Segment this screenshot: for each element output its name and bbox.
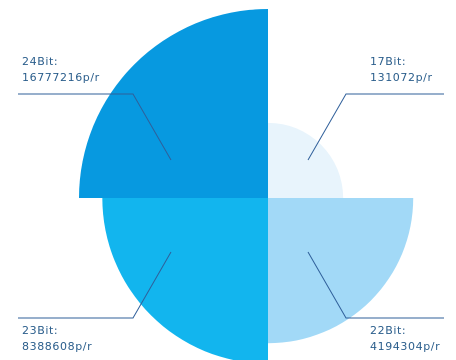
slice-23bit[interactable] [102,198,268,360]
label-name-17bit: 17Bit: [370,55,406,68]
label-value-17bit: 131072p/r [370,71,433,84]
slice-22bit[interactable] [268,198,414,344]
leader-line-24bit [18,93,172,161]
label-value-24bit: 16777216p/r [22,71,100,84]
slice-17bit[interactable] [268,122,344,198]
slice-24bit[interactable] [79,9,268,198]
label-value-22bit: 4194304p/r [370,340,440,353]
leader-line-17bit [307,93,444,161]
label-name-22bit: 22Bit: [370,324,406,337]
label-name-23bit: 23Bit: [22,324,58,337]
leader-line-23bit [18,251,172,319]
leader-line-22bit [307,251,444,319]
label-value-23bit: 8388608p/r [22,340,92,353]
label-name-24bit: 24Bit: [22,55,58,68]
